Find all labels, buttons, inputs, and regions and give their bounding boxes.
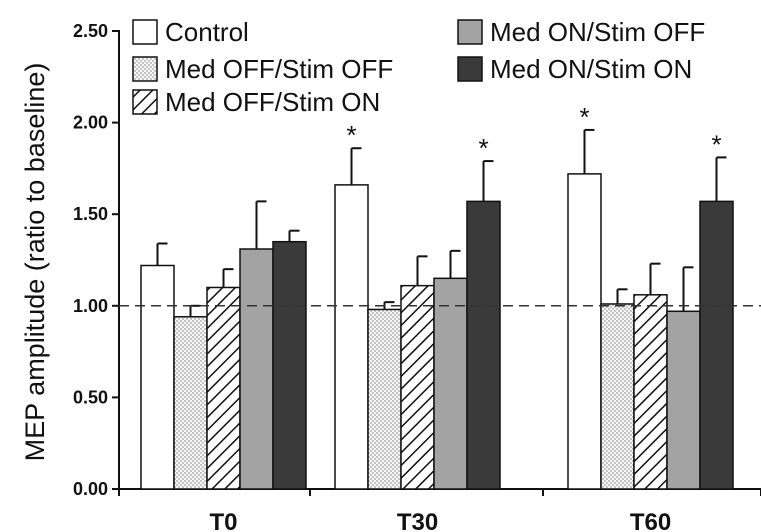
bar [239, 248, 274, 490]
legend-item: Med OFF/Stim ON [132, 87, 380, 117]
bar [433, 277, 468, 490]
legend-item: Control [132, 17, 249, 47]
y-tick-label: 1.00 [73, 296, 108, 316]
legend-swatch [457, 56, 483, 82]
bar [699, 200, 734, 490]
legend-label: Med ON/Stim OFF [490, 17, 705, 47]
legend-label: Med OFF/Stim ON [165, 87, 380, 117]
bar-hatched-T30 [400, 255, 435, 490]
x-labels: T0 T30 T60 [118, 489, 761, 532]
y-tick-label: 0.50 [73, 387, 108, 407]
bar [140, 264, 175, 490]
bar-black-T0 [272, 229, 307, 490]
significance-marker: * [478, 133, 488, 163]
bar-black-T60: * [699, 129, 734, 490]
bar-gray-T0 [239, 200, 274, 490]
bar [567, 173, 602, 490]
x-tick-label: T0 [209, 509, 237, 532]
legend-swatch [457, 19, 483, 45]
legend-label: Med ON/Stim ON [490, 54, 692, 84]
bars: * * * * [140, 102, 734, 490]
significance-marker: * [711, 129, 721, 159]
bar-white-T0 [140, 242, 175, 490]
bar [367, 308, 402, 490]
bar [400, 284, 435, 490]
x-tick-label: T60 [630, 509, 671, 532]
bar-gray-T60 [666, 266, 701, 490]
bar [466, 200, 501, 490]
bar-dotted-T0 [173, 304, 208, 490]
bar [173, 316, 208, 490]
legend-swatch [132, 56, 158, 82]
bar-white-T60: * [567, 102, 602, 490]
y-tick-label: 2.50 [73, 21, 108, 41]
y-ticks: 0.00 0.50 1.00 1.50 2.00 2.50 [73, 21, 119, 499]
bar-hatched-T0 [206, 268, 241, 490]
legend-item: Med OFF/Stim OFF [132, 54, 393, 84]
bar-white-T30: * [334, 120, 369, 490]
y-tick-label: 1.50 [73, 204, 108, 224]
y-axis-label: MEP amplitude (ratio to baseline) [20, 63, 50, 462]
legend-item: Med ON/Stim OFF [457, 17, 705, 47]
y-tick-label: 0.00 [73, 479, 108, 499]
bar-hatched-T60 [633, 262, 668, 490]
significance-marker: * [346, 120, 356, 150]
bar-dotted-T30 [367, 301, 402, 490]
bar-gray-T30 [433, 249, 468, 490]
bar [334, 184, 369, 490]
legend-swatch [132, 19, 158, 45]
bar-dotted-T60 [600, 288, 635, 490]
bar [666, 310, 701, 490]
bar [206, 286, 241, 490]
legend-label: Control [165, 17, 249, 47]
legend-swatch [132, 89, 158, 115]
bar [600, 303, 635, 490]
legend-item: Med ON/Stim ON [457, 54, 692, 84]
bar-black-T30: * [466, 133, 501, 490]
bar [272, 240, 307, 490]
x-tick-label: T30 [397, 509, 438, 532]
bar [633, 294, 668, 490]
significance-marker: * [579, 102, 589, 132]
y-tick-label: 2.00 [73, 113, 108, 133]
legend-label: Med OFF/Stim OFF [165, 54, 393, 84]
